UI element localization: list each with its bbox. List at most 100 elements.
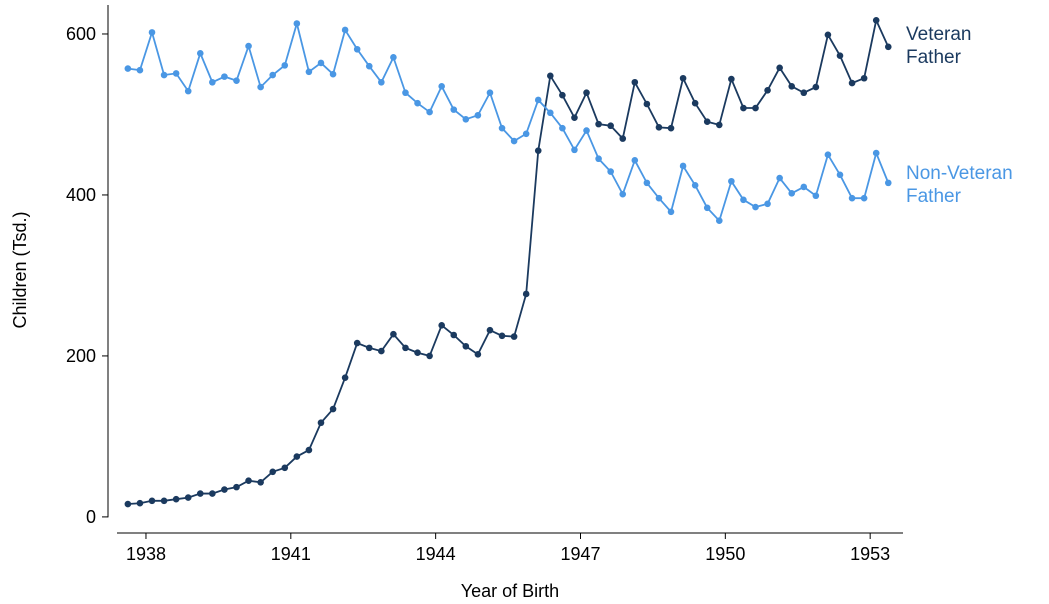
y-tick-label: 400 [66,185,96,205]
data-point [655,124,663,131]
data-point [233,77,240,84]
data-point [631,78,639,86]
data-point [595,120,602,128]
data-point [872,16,880,24]
data-point [353,339,361,347]
data-point [715,121,723,129]
data-point [281,464,289,472]
data-point [583,127,590,134]
data-point [184,494,192,501]
data-point [196,490,204,497]
data-point [221,486,228,493]
data-point [378,347,385,355]
data-point [703,204,711,212]
data-point [836,52,844,60]
data-point [607,122,614,130]
data-point [390,330,397,338]
x-tick-label: 1941 [271,544,311,564]
data-point [269,468,277,476]
data-point [884,179,892,187]
data-point [305,446,313,454]
data-point [148,29,156,36]
data-point [172,70,180,77]
data-point [824,151,832,159]
data-point [522,130,530,138]
data-point [196,49,204,57]
data-point [607,168,614,175]
data-point [365,62,373,70]
data-point [559,124,566,132]
data-point [752,203,759,211]
data-point [848,79,856,87]
data-point [679,162,687,170]
data-point [426,352,433,360]
data-point [631,157,639,164]
data-point [752,104,759,112]
data-point [160,497,168,505]
data-point [800,89,808,97]
data-point [184,87,192,95]
data-point [305,68,313,76]
data-point [860,194,868,202]
data-point [643,179,651,187]
data-point [148,497,156,505]
x-tick-label: 1950 [705,544,745,564]
data-point [788,190,796,197]
data-point [378,78,385,86]
data-point [426,108,433,116]
data-point [691,99,699,107]
data-point [583,89,590,97]
y-tick-label: 0 [86,507,96,527]
data-point [498,332,506,340]
data-point [848,194,856,202]
x-tick-label: 1944 [416,544,456,564]
data-point [281,62,289,69]
data-point [860,74,868,82]
data-point [365,344,373,352]
data-point [884,43,892,51]
data-point [740,104,747,112]
data-point [245,42,252,50]
data-point [776,64,783,72]
data-point [257,83,264,91]
data-point [776,174,783,182]
data-point [317,419,325,427]
data-point [317,59,325,67]
data-point [462,115,470,123]
data-point [800,183,808,191]
data-point [438,322,445,329]
data-point [667,124,675,132]
x-tick-label: 1938 [126,544,166,564]
series-label: Veteran Father [906,24,972,68]
data-point [703,118,711,126]
data-point [619,135,627,142]
data-point [172,495,180,503]
data-point [293,20,301,27]
data-point [136,66,144,74]
y-tick-label: 200 [66,346,96,366]
data-point [510,333,518,340]
data-point [812,192,820,200]
data-point [136,499,144,507]
data-point [329,70,337,78]
series-label: Non-Veteran Father [906,163,1013,207]
data-point [643,100,651,108]
x-axis-label: Year of Birth [461,581,559,601]
data-point [788,82,796,90]
data-point [836,171,844,179]
y-tick-label: 600 [66,24,96,44]
data-point [547,109,554,117]
data-point [872,149,880,157]
data-point [269,71,277,79]
data-point [341,374,349,381]
data-point [245,477,252,484]
data-point [390,54,397,61]
data-point [812,83,820,91]
data-point [534,147,542,154]
data-point [764,87,771,94]
data-point [715,217,723,225]
data-point [124,500,132,508]
data-point [221,73,228,80]
data-point [438,82,445,90]
